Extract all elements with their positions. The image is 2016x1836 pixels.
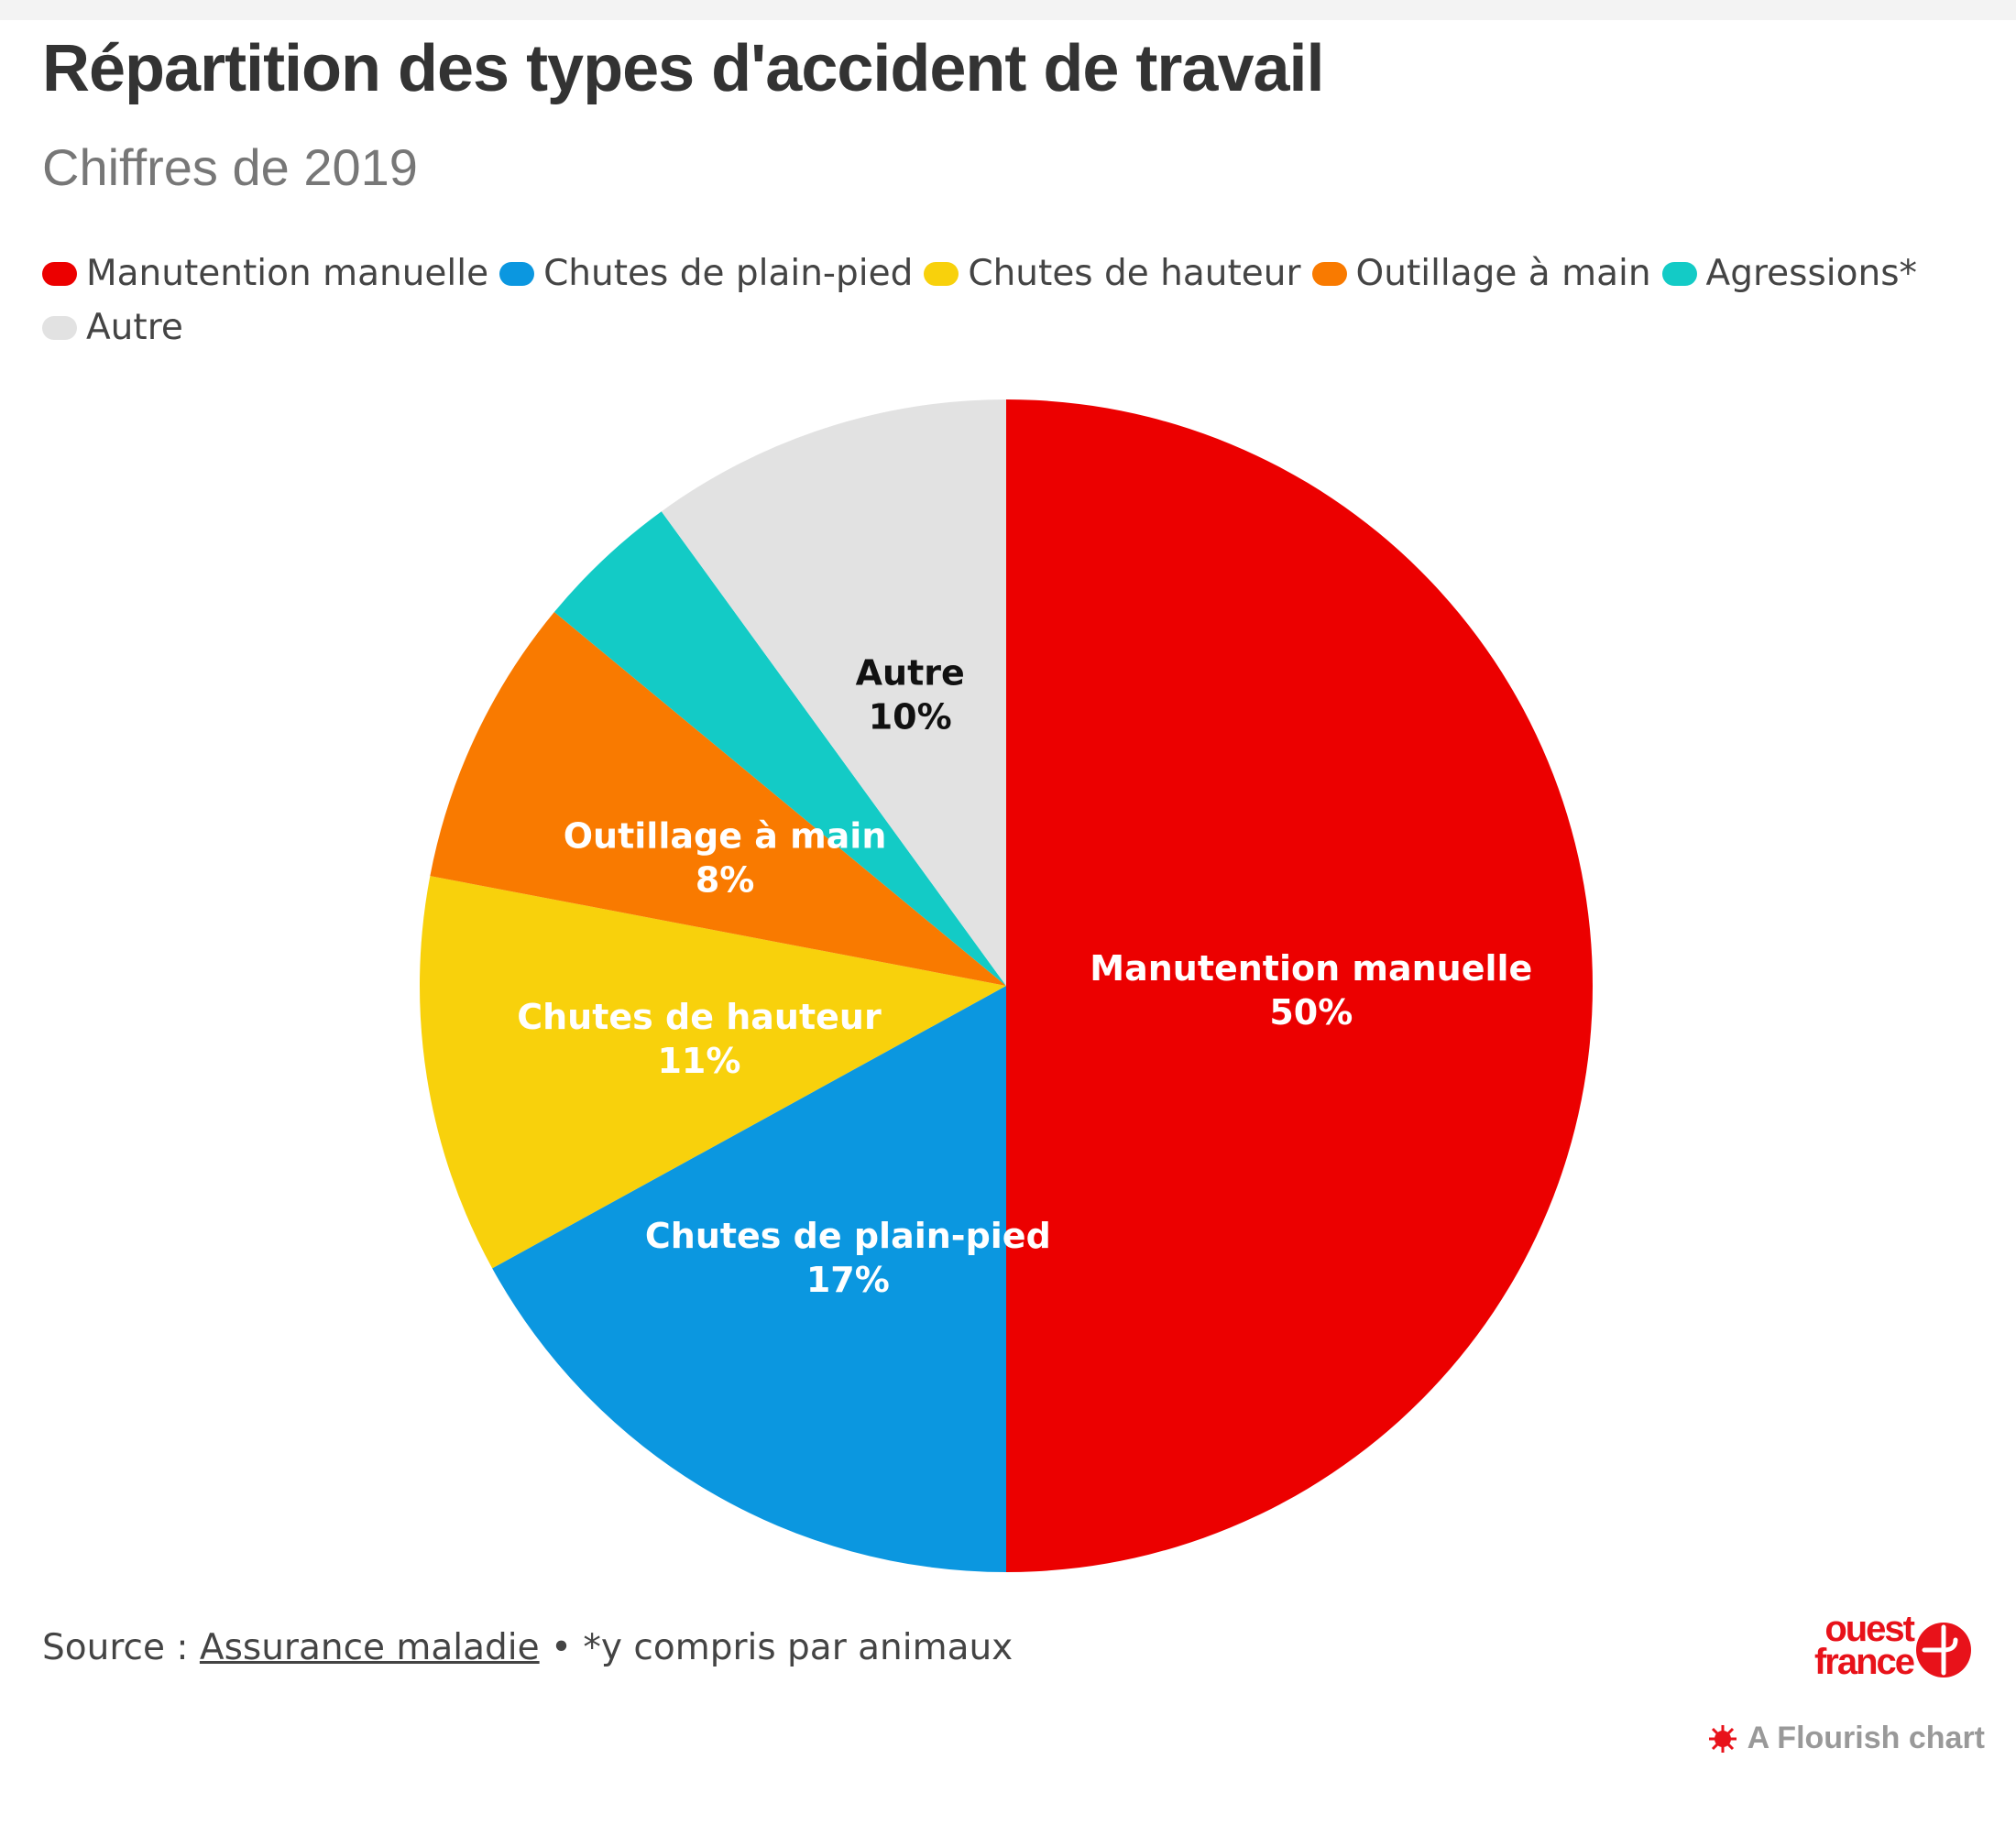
slice-label-value: 11%	[657, 1041, 740, 1081]
legend-swatch	[42, 315, 77, 340]
flourish-icon	[1708, 1724, 1737, 1753]
slice-label-value: 10%	[869, 696, 952, 737]
legend-label: Chutes de plain-pied	[543, 253, 914, 294]
legend-swatch	[499, 261, 535, 286]
legend-item[interactable]: Autre	[42, 307, 183, 348]
logo-wordmark: ouest france	[1813, 1609, 1915, 1682]
slice-label-name: Chutes de plain-pied	[645, 1216, 1051, 1256]
legend: Manutention manuelle Chutes de plain-pied…	[42, 253, 1985, 348]
source-link[interactable]: Assurance maladie	[199, 1627, 540, 1668]
slice-label-name: Autre	[856, 652, 965, 693]
chart-subtitle: Chiffres de 2019	[42, 138, 418, 196]
slice-label-name: Chutes de hauteur	[517, 997, 882, 1037]
top-strip	[0, 0, 2016, 20]
legend-item[interactable]: Chutes de hauteur	[924, 253, 1301, 294]
slice-label-value: 17%	[806, 1260, 890, 1300]
pie-slice[interactable]	[492, 986, 1006, 1572]
legend-label: Manutention manuelle	[86, 253, 489, 294]
legend-item[interactable]: Manutention manuelle	[42, 253, 488, 294]
source-prefix: Source :	[42, 1627, 200, 1668]
slice-label-name: Manutention manuelle	[1090, 948, 1532, 989]
legend-label: Chutes de hauteur	[968, 253, 1301, 294]
ouest-france-logo[interactable]: ouest france	[1776, 1609, 1978, 1686]
slice-label: Chutes de plain-pied 17%	[645, 1216, 1051, 1300]
flourish-credit-text: A Flourish chart	[1747, 1721, 1985, 1755]
chart-title: Répartition des types d'accident de trav…	[42, 32, 1325, 105]
legend-label: Outillage à main	[1355, 253, 1651, 294]
pie-slice[interactable]	[553, 511, 1006, 986]
logo-mark-icon	[1916, 1623, 1971, 1678]
pie-slice[interactable]	[661, 399, 1006, 986]
flourish-credit[interactable]: A Flourish chart	[1707, 1721, 1985, 1756]
legend-item[interactable]: Agressions*	[1661, 253, 1918, 294]
footer: Source : Assurance maladie • *y compris …	[42, 1627, 1013, 1668]
legend-swatch	[1311, 261, 1347, 286]
slice-label-value: 8%	[696, 860, 755, 901]
pie-chart: Manutention manuelle 50% Chutes de plain-p…	[420, 399, 1593, 1572]
slice-label-name: Outillage à main	[564, 816, 887, 857]
legend-item[interactable]: Chutes de plain-pied	[499, 253, 913, 294]
legend-swatch	[924, 261, 959, 286]
legend-label: Autre	[86, 307, 183, 348]
legend-swatch	[42, 261, 77, 286]
pie-slice[interactable]	[430, 612, 1006, 986]
pie-slice[interactable]	[1006, 399, 1593, 1572]
slice-label: Chutes de hauteur 11%	[517, 997, 882, 1081]
slice-label-value: 50%	[1269, 992, 1353, 1033]
footnote: • *y compris par animaux	[539, 1627, 1013, 1668]
slice-label: Manutention manuelle 50%	[1090, 948, 1532, 1033]
legend-item[interactable]: Outillage à main	[1311, 253, 1651, 294]
slice-label: Outillage à main 8%	[564, 816, 887, 901]
pie-slice[interactable]	[420, 876, 1006, 1269]
legend-label: Agressions*	[1705, 253, 1918, 294]
legend-swatch	[1661, 261, 1697, 286]
slice-label: Autre 10%	[856, 652, 965, 737]
